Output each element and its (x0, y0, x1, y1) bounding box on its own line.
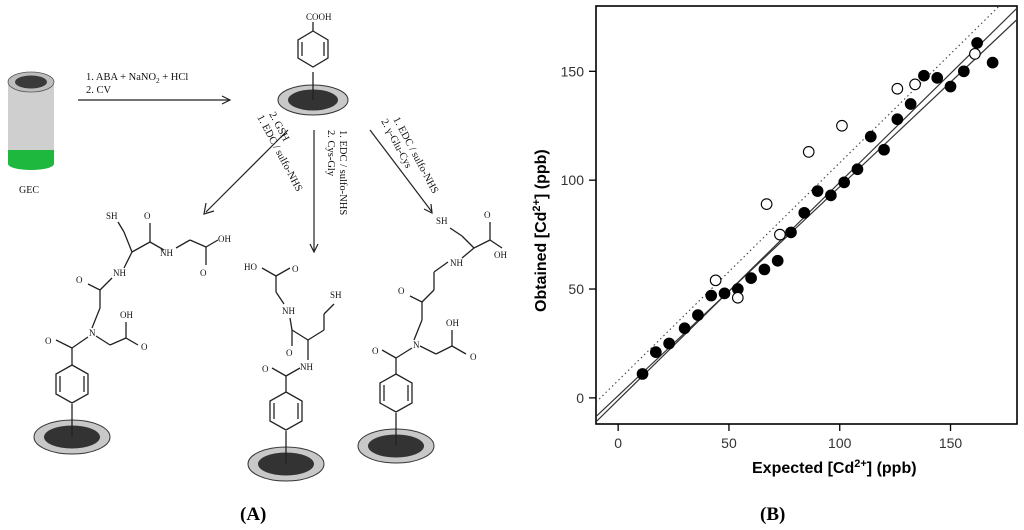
data-point-filled (663, 337, 675, 350)
cooh-label: COOH (306, 12, 332, 22)
svg-text:N: N (89, 328, 96, 338)
svg-text:SH: SH (330, 290, 342, 300)
data-point-filled (918, 69, 930, 82)
data-point-filled (649, 346, 662, 359)
svg-text:O: O (141, 342, 148, 352)
svg-text:OH: OH (120, 310, 133, 320)
svg-text:O: O (262, 364, 269, 374)
x-tick-label: 150 (939, 435, 963, 451)
data-point-filled (986, 56, 999, 69)
data-point-filled (878, 143, 890, 156)
data-point-filled (931, 71, 944, 84)
data-point-filled (891, 113, 904, 126)
svg-text:NH: NH (113, 268, 126, 278)
x-tick-label: 100 (828, 435, 852, 451)
data-point-filled (785, 226, 797, 239)
data-point-filled (745, 272, 757, 284)
product-gsh: O N OH O O NH SH O NH O (33, 211, 231, 455)
y-tick-label: 0 (576, 390, 584, 406)
data-point-open (836, 119, 848, 132)
data-point-filled (851, 163, 864, 176)
data-point-filled (705, 289, 718, 302)
data-point-open (774, 228, 786, 241)
data-point-open (969, 48, 981, 60)
data-point-filled (971, 37, 983, 49)
gec-label: GEC (19, 185, 39, 196)
svg-text:O: O (200, 268, 207, 278)
data-point-filled (904, 98, 917, 110)
data-point-filled (771, 254, 784, 267)
data-point-open (909, 78, 921, 91)
svg-text:O: O (470, 352, 477, 362)
svg-text:NH: NH (282, 306, 295, 316)
step-main-line1: 1. ABA + NaNO2 + HCl (86, 72, 188, 85)
step-middle-line2: 2. Cys-Gly (325, 130, 336, 177)
svg-text:O: O (45, 336, 52, 346)
data-point-open (802, 146, 815, 158)
svg-text:O: O (372, 346, 379, 356)
data-point-filled (944, 80, 957, 93)
svg-text:O: O (76, 275, 83, 285)
step-middle-line1: 1. EDC / sulfo-NHS (337, 130, 348, 215)
panel-b-chart: 0 50 100 150 0 50 100 150 Expected [Cd2+] (ppb)… (531, 5, 1018, 525)
data-point-filled (636, 368, 649, 380)
svg-text:O: O (286, 348, 293, 358)
step-main-line2: 2. CV (86, 85, 112, 96)
plot-frame (595, 5, 1018, 425)
data-point-filled (718, 287, 731, 300)
data-point-filled (758, 263, 771, 276)
data-point-open (760, 198, 773, 210)
surface-top: COOH (277, 12, 349, 116)
y-axis-label: Obtained [Cd2+] (ppb) (531, 149, 550, 312)
product-cys-gly: O NH SH O NH O HO (244, 262, 342, 482)
svg-text:OH: OH (494, 250, 507, 260)
panel-b-label: (B) (760, 504, 785, 525)
svg-text:SH: SH (436, 216, 448, 226)
svg-text:OH: OH (218, 234, 231, 244)
svg-text:O: O (484, 210, 491, 220)
svg-text:NH: NH (160, 248, 173, 258)
data-point-filled (811, 185, 824, 197)
data-point-open (731, 291, 744, 304)
product-glu-cys: O N O OH O NH SH O OH (357, 210, 507, 464)
data-point-filled (838, 176, 851, 189)
x-tick-label: 0 (614, 435, 622, 451)
data-point-filled (864, 130, 877, 143)
y-tick-label: 100 (561, 172, 585, 188)
x-axis-label: Expected [Cd2+] (ppb) (752, 458, 917, 477)
svg-text:O: O (398, 286, 405, 296)
svg-text:HO: HO (244, 262, 257, 272)
data-point-filled (692, 309, 704, 321)
y-tick-label: 150 (561, 63, 585, 79)
panel-a-scheme: GEC 1. ABA + NaNO2 + HCl 2. CV COOH 1. E… (7, 12, 507, 525)
svg-text:NH: NH (450, 258, 463, 268)
data-point-filled (798, 206, 811, 219)
svg-text:N: N (413, 340, 420, 350)
svg-text:OH: OH (446, 318, 459, 328)
fit-line-2 (596, 6, 1001, 403)
svg-text:O: O (292, 264, 299, 274)
y-tick-label: 50 (568, 281, 584, 297)
gec-electrode-icon (7, 71, 55, 170)
svg-text:O: O (144, 211, 151, 221)
data-point-open (891, 82, 904, 95)
scatter-plot: 0 50 100 150 0 50 100 150 (561, 5, 1018, 451)
svg-text:NH: NH (300, 362, 313, 372)
x-tick-label: 50 (721, 435, 737, 451)
data-point-filled (825, 189, 837, 202)
data-point-filled (957, 65, 970, 78)
data-point-open (709, 274, 722, 287)
panel-a-label: (A) (240, 504, 266, 525)
data-point-filled (678, 322, 691, 335)
svg-text:SH: SH (106, 211, 118, 221)
